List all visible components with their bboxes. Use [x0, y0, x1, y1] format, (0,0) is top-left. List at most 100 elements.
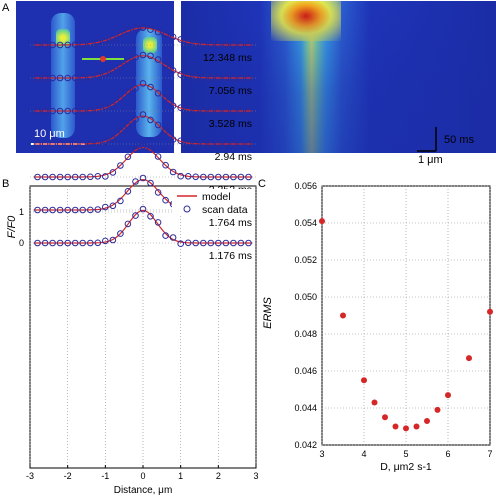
scan-data-point [200, 107, 207, 115]
scan-data-point [132, 178, 139, 185]
scan-data-point [79, 140, 86, 148]
tick-label-y: 1 [19, 207, 24, 217]
scan-data-point [230, 239, 237, 247]
scan-data-point [41, 239, 49, 247]
scan-data-point [169, 102, 177, 109]
scan-data-point [139, 51, 147, 59]
scan-data-point [124, 58, 132, 66]
scan-data-point [184, 139, 192, 147]
scan-data-point [71, 206, 79, 214]
legend-scan-marker [183, 205, 191, 213]
scan-data-point [230, 107, 237, 115]
erms-point [361, 377, 367, 384]
scan-data-point [162, 232, 169, 239]
scan-data-point [34, 206, 41, 214]
scan-data-point [132, 85, 139, 92]
scan-data-point [64, 74, 71, 82]
scan-data-point [56, 41, 64, 49]
scan-data-point [147, 213, 154, 220]
erms-point [445, 392, 451, 399]
y-axis-label-c: ERMS [262, 296, 274, 328]
scan-data-point [222, 173, 230, 181]
tick-label-x: -2 [64, 471, 72, 481]
tick-label-x: 5 [403, 449, 408, 459]
scan-data-point [147, 83, 154, 91]
tick-label-x: 4 [361, 449, 366, 459]
scan-data-point [124, 122, 132, 130]
scan-data-point [215, 239, 222, 247]
scan-data-point [71, 239, 79, 247]
scan-data-point [79, 41, 86, 48]
scan-data-point [41, 74, 49, 82]
panel-label-b: B [2, 178, 10, 190]
scan-data-point [102, 37, 109, 45]
scan-data-point [56, 140, 64, 148]
scan-data-point [109, 102, 117, 109]
scan-data-point [117, 197, 124, 205]
scan-data-point [184, 239, 192, 247]
tick-label-y: 0.048 [294, 329, 317, 339]
scan-data-point [147, 179, 154, 187]
tick-label-x: 0 [140, 471, 145, 481]
scan-data-point [215, 41, 222, 49]
scan-data-point [237, 107, 245, 115]
scan-data-point [200, 140, 207, 148]
tick-label-y: 0.046 [294, 366, 317, 376]
scan-data-point [49, 41, 56, 49]
scan-data-point [230, 41, 237, 49]
erms-point [371, 399, 378, 406]
scan-data-point [56, 206, 64, 214]
scan-data-point [102, 70, 109, 78]
erms-point [319, 218, 325, 225]
scan-data-point [64, 173, 71, 181]
scan-data-point [94, 72, 102, 80]
scan-data-point [200, 173, 207, 181]
scan-data-point [94, 206, 102, 213]
tick-label-y: 0 [19, 238, 24, 248]
scan-data-point [94, 239, 102, 247]
scan-data-point [222, 140, 230, 148]
scan-data-point [215, 173, 222, 181]
scan-data-point [49, 173, 56, 181]
tick-label-x: -3 [26, 471, 34, 481]
scan-data-point [34, 140, 41, 148]
scan-data-point [117, 95, 124, 102]
scan-data-point [162, 161, 169, 169]
scan-data-point [139, 24, 147, 32]
scan-data-point [94, 106, 102, 114]
scan-data-point [139, 174, 147, 182]
panel-label-c: C [258, 178, 266, 190]
scan-data-point [124, 88, 132, 95]
scan-data-point [49, 107, 56, 115]
scan-data-point [56, 239, 64, 247]
scan-data-point [132, 24, 139, 32]
scan-data-point [192, 239, 199, 247]
scan-data-point [192, 173, 199, 181]
scan-data-point [117, 230, 124, 237]
scan-data-point [147, 145, 154, 153]
scan-data-point [34, 173, 41, 181]
tick-label-x: 2 [216, 471, 221, 481]
scan-data-point [245, 239, 252, 247]
scan-point [100, 56, 106, 62]
scan-data-point [177, 71, 184, 78]
scan-data-point [200, 41, 207, 48]
tick-label-y: 0.044 [294, 403, 317, 413]
scan-data-point [184, 72, 192, 80]
erms-point [424, 418, 430, 424]
scan-data-point [192, 140, 199, 147]
scan-data-point [109, 236, 117, 244]
erms-point [340, 312, 346, 319]
scan-data-point [192, 107, 199, 114]
scan-data-point [64, 206, 71, 214]
scan-data-point [71, 140, 79, 148]
scan-data-point [102, 103, 109, 110]
scan-data-point [207, 173, 215, 181]
scan-data-point [102, 237, 109, 245]
scan-data-point [237, 41, 245, 49]
scan-data-point [49, 206, 56, 214]
legend-scan-label: scan data [202, 204, 248, 216]
scan-data-point [162, 61, 169, 69]
scan-data-point [34, 239, 41, 247]
scan-data-point [87, 239, 94, 247]
